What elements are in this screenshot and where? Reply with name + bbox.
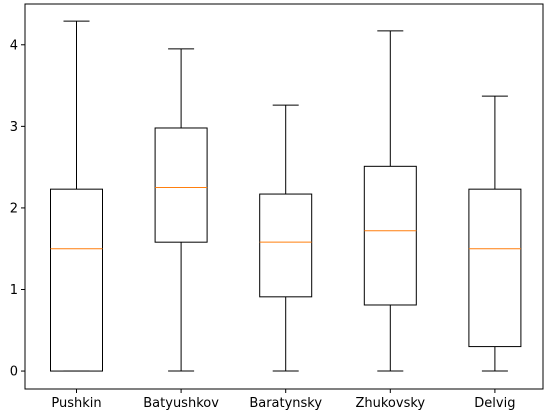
y-tick-label: 3 (10, 120, 18, 135)
y-tick-label: 1 (10, 283, 18, 298)
iqr-box (50, 188, 103, 372)
plot-area (24, 3, 544, 390)
y-axis: 0 1 2 3 4 (10, 38, 25, 380)
iqr-box (468, 188, 522, 348)
box-group-batyushkov (154, 48, 208, 372)
box-group-zhukovsky (363, 30, 417, 372)
chart-marks (50, 20, 522, 372)
x-tick-label: Baratynsky (249, 396, 322, 411)
box-group-delvig (468, 95, 522, 372)
iqr-box (154, 127, 208, 243)
x-tick-label: Batyushkov (143, 396, 219, 411)
y-tick-label: 0 (10, 365, 18, 380)
y-tick-label: 4 (10, 38, 18, 53)
x-tick-label: Delvig (474, 396, 515, 411)
x-tick-label: Pushkin (51, 396, 101, 411)
x-tick-label: Zhukovsky (355, 396, 425, 411)
x-axis: Pushkin Batyushkov Baratynsky Zhukovsky Delv… (51, 389, 515, 411)
y-tick-label: 2 (10, 201, 18, 216)
box-group-pushkin (50, 20, 103, 372)
iqr-box (363, 165, 417, 306)
iqr-box (259, 193, 313, 298)
box-group-baratynsky (259, 104, 313, 372)
